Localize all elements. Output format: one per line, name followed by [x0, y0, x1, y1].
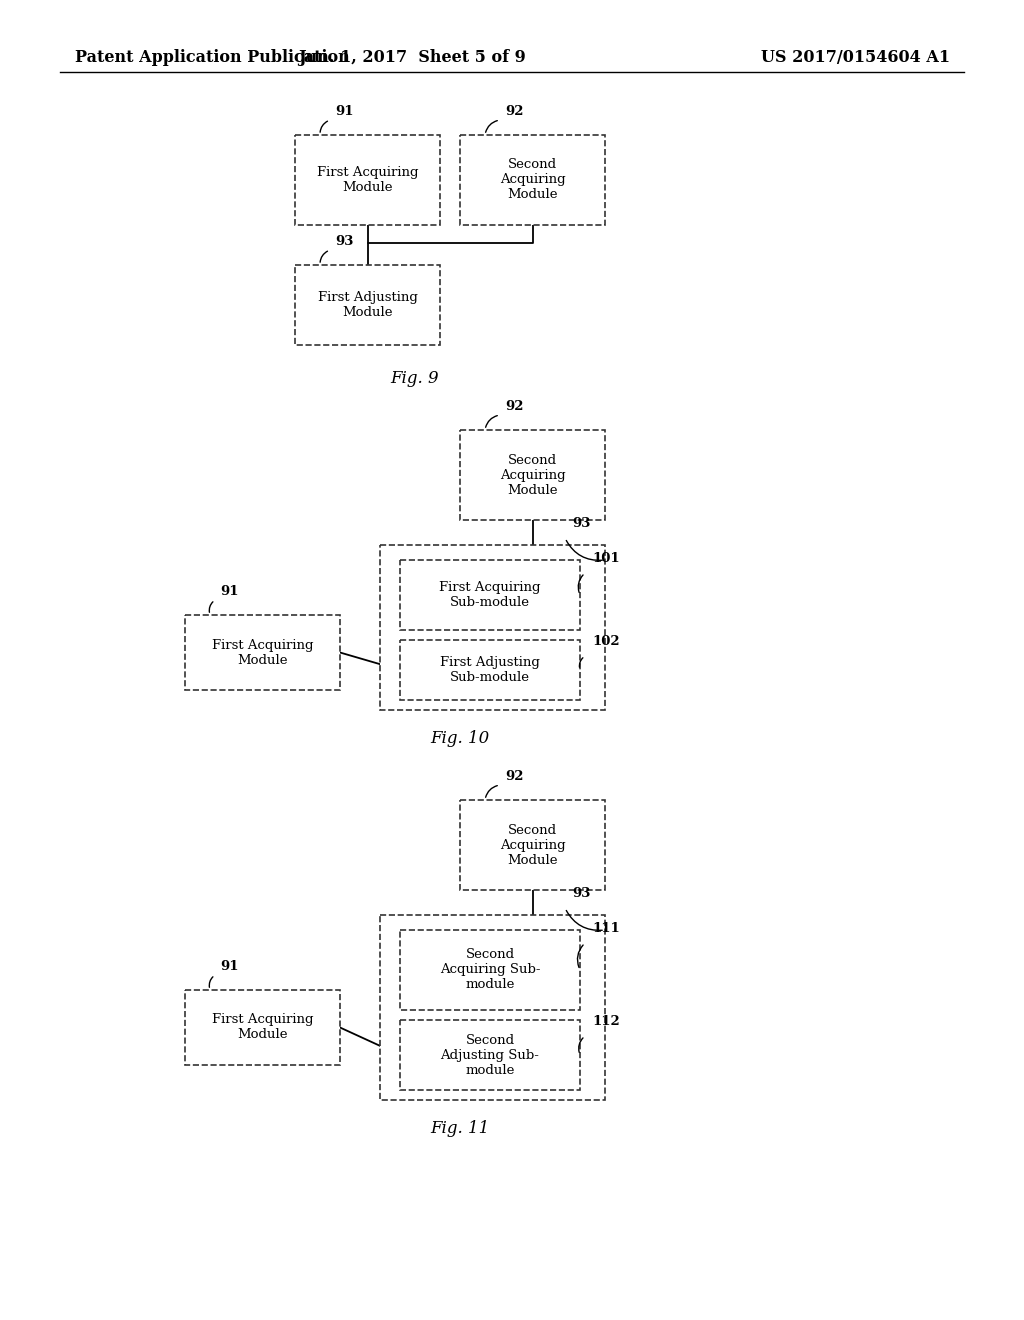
Text: Second
Acquiring
Module: Second Acquiring Module: [500, 454, 565, 496]
Text: Second
Acquiring
Module: Second Acquiring Module: [500, 824, 565, 866]
Text: Patent Application Publication: Patent Application Publication: [75, 49, 350, 66]
Text: Second
Acquiring Sub-
module: Second Acquiring Sub- module: [439, 949, 541, 991]
Bar: [460, 800, 605, 890]
Bar: [460, 430, 605, 520]
Text: Second
Acquiring
Module: Second Acquiring Module: [500, 158, 565, 202]
Bar: [185, 615, 340, 690]
Text: First Adjusting
Sub-module: First Adjusting Sub-module: [440, 656, 540, 684]
Bar: [380, 915, 605, 1100]
Bar: [295, 135, 440, 224]
Text: Fig. 11: Fig. 11: [430, 1119, 489, 1137]
Text: First Acquiring
Sub-module: First Acquiring Sub-module: [439, 581, 541, 609]
Text: 93: 93: [572, 887, 591, 900]
Text: First Acquiring
Module: First Acquiring Module: [316, 166, 418, 194]
Text: Fig. 9: Fig. 9: [391, 370, 439, 387]
Bar: [295, 265, 440, 345]
Text: 112: 112: [592, 1015, 620, 1028]
Text: 102: 102: [592, 635, 620, 648]
Text: 92: 92: [505, 106, 523, 117]
Bar: [460, 135, 605, 224]
Text: First Adjusting
Module: First Adjusting Module: [317, 290, 418, 319]
Text: First Acquiring
Module: First Acquiring Module: [212, 639, 313, 667]
Bar: [380, 545, 605, 710]
Text: 93: 93: [572, 517, 591, 531]
Bar: [400, 1020, 580, 1090]
Bar: [185, 990, 340, 1065]
Text: 91: 91: [335, 106, 353, 117]
Text: 101: 101: [592, 552, 620, 565]
Text: Second
Adjusting Sub-
module: Second Adjusting Sub- module: [440, 1034, 540, 1077]
Text: 91: 91: [220, 960, 239, 973]
Text: 91: 91: [220, 585, 239, 598]
Text: 92: 92: [505, 770, 523, 783]
Bar: [400, 560, 580, 630]
Text: Fig. 10: Fig. 10: [430, 730, 489, 747]
Text: First Acquiring
Module: First Acquiring Module: [212, 1014, 313, 1041]
Text: 111: 111: [592, 921, 620, 935]
Text: 93: 93: [335, 235, 353, 248]
Text: US 2017/0154604 A1: US 2017/0154604 A1: [761, 49, 950, 66]
Text: Jun. 1, 2017  Sheet 5 of 9: Jun. 1, 2017 Sheet 5 of 9: [298, 49, 526, 66]
Text: 92: 92: [505, 400, 523, 413]
Bar: [400, 931, 580, 1010]
Bar: [400, 640, 580, 700]
